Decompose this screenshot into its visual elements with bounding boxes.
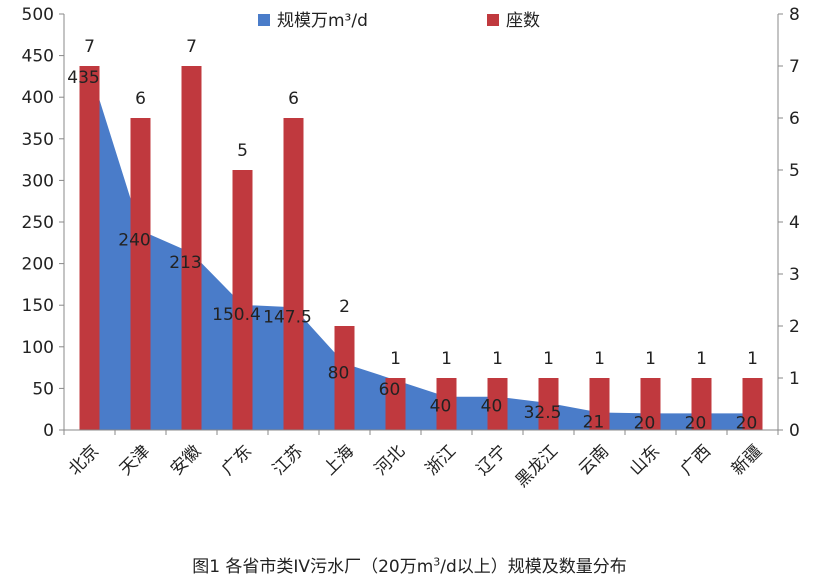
bar-count-10 [538,378,559,430]
left-tick-label: 0 [43,421,54,441]
bar-count-11 [589,378,610,430]
bar-count-3 [181,66,202,430]
area-data-label: 435 [67,68,99,88]
bar-count-6 [334,326,355,430]
chart-caption: 图1 各省市类IV污水厂（20万m3/d以上）规模及数量分布 [0,552,819,577]
area-data-label: 20 [685,413,707,433]
right-tick-label: 2 [789,317,800,337]
area-data-label: 21 [583,413,605,433]
right-tick-label: 4 [789,213,800,233]
bar-data-label: 1 [441,349,452,369]
bar-data-label: 2 [339,297,350,317]
category-label: 浙江 [422,441,460,479]
bar-data-label: 7 [186,37,197,57]
category-label: 黑龙江 [512,441,562,491]
area-data-label: 80 [328,363,350,383]
left-tick-label: 500 [22,5,54,25]
legend-label-count: 座数 [506,11,540,31]
area-data-label: 32.5 [524,403,562,423]
right-tick-label: 3 [789,265,800,285]
area-data-label: 240 [118,230,150,250]
right-tick-label: 5 [789,161,800,181]
bar-data-label: 6 [135,89,146,109]
left-tick-label: 200 [22,255,54,275]
area-data-label: 40 [481,397,503,417]
caption-superscript: 3 [433,555,441,569]
category-label: 云南 [575,441,613,479]
bar-count-5 [283,118,304,430]
left-tick-label: 150 [22,296,54,316]
bar-data-label: 1 [543,349,554,369]
category-label: 河北 [371,441,409,479]
bar-data-label: 1 [594,349,605,369]
bar-count-9 [487,378,508,430]
bar-data-label: 1 [390,349,401,369]
category-label: 广西 [677,441,715,479]
category-label: 天津 [116,441,154,479]
left-tick-label: 100 [22,338,54,358]
area-data-label: 20 [634,413,656,433]
bar-data-label: 5 [237,141,248,161]
chart-svg: 0 50 100 150 200 250 300 350 400 450 500 0 1 2 3 4 5 6 7 8 北… [22,5,800,492]
right-tick-label: 7 [789,57,800,77]
legend-label-scale: 规模万m³/d [277,11,368,31]
category-label: 上海 [320,441,358,479]
right-tick-label: 0 [789,421,800,441]
bar-count-2 [130,118,151,430]
bar-count-1 [79,66,100,430]
caption-suffix: /d以上）规模及数量分布 [440,557,627,577]
area-data-label: 40 [430,397,452,417]
left-tick-label: 300 [22,171,54,191]
right-tick-label: 8 [789,5,800,25]
bar-count-4 [232,170,253,430]
category-label: 广东 [218,441,256,479]
area-data-label: 213 [169,253,201,273]
bar-data-label: 1 [696,349,707,369]
category-label: 辽宁 [473,441,511,479]
right-tick-label: 1 [789,369,800,389]
bar-count-13 [691,378,712,430]
bar-count-8 [436,378,457,430]
area-data-label: 60 [379,380,401,400]
legend-swatch-scale [258,14,270,26]
right-tick-label: 6 [789,109,800,129]
left-tick-label: 350 [22,130,54,150]
category-label: 安徽 [167,441,205,479]
category-label: 山东 [626,441,664,479]
bar-data-label: 6 [288,89,299,109]
bar-count-12 [640,378,661,430]
left-tick-label: 400 [22,88,54,108]
bar-data-label: 1 [747,349,758,369]
bar-count-7 [385,378,406,430]
bar-data-label: 1 [645,349,656,369]
area-data-label: 147.5 [263,307,312,327]
left-tick-label: 50 [32,379,54,399]
area-data-label: 20 [736,413,758,433]
bar-data-label: 1 [492,349,503,369]
category-label: 新疆 [728,441,766,479]
left-tick-label: 450 [22,47,54,67]
left-tick-label: 250 [22,213,54,233]
category-label: 江苏 [269,441,307,479]
area-data-label: 150.4 [212,305,261,325]
bar-count-14 [742,378,763,430]
legend-swatch-count [487,14,499,26]
bar-data-label: 7 [84,37,95,57]
caption-prefix: 图1 各省市类IV污水厂（20万m [192,557,434,577]
area-series-scale [89,68,753,430]
category-label: 北京 [65,441,103,479]
